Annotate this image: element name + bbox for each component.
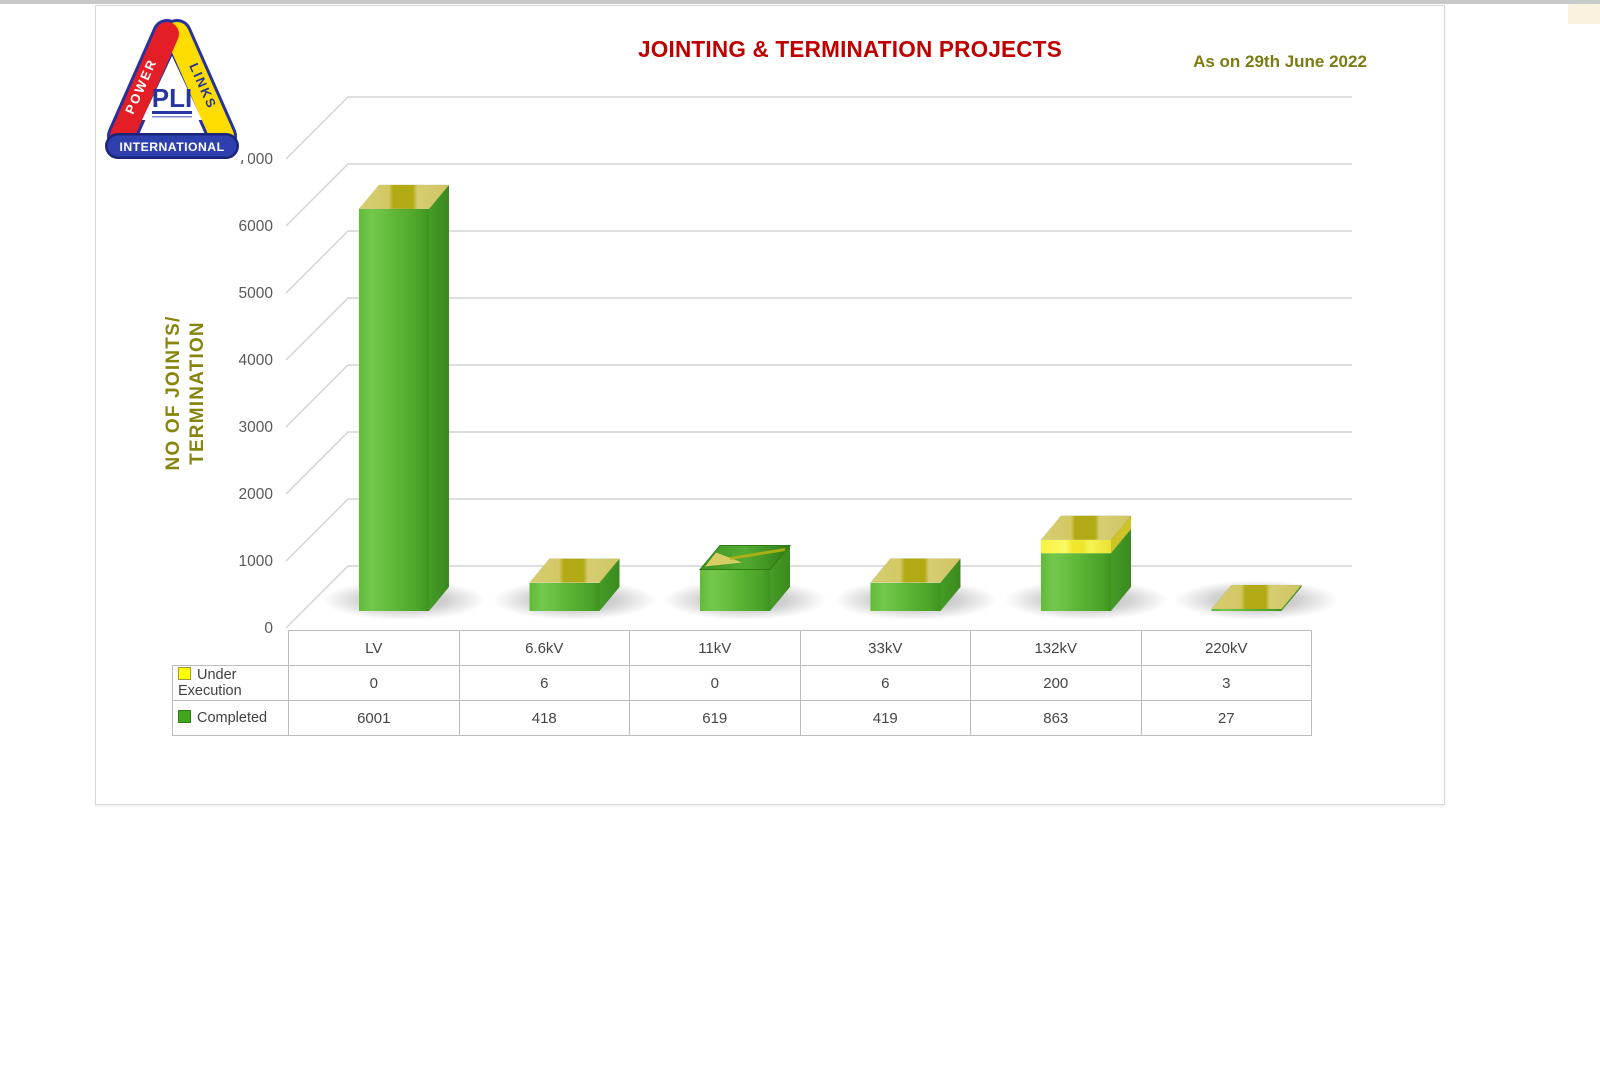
value-cell-220kV-completed: 27 xyxy=(1140,700,1312,736)
logo-abbr-underline-2 xyxy=(152,116,192,118)
category-header-LV: LV xyxy=(288,630,460,666)
legend-key-completed xyxy=(178,710,191,723)
table-corner-cell xyxy=(172,630,289,666)
category-header-132kV: 132kV xyxy=(970,630,1142,666)
chart-title: JOINTING & TERMINATION PROJECTS xyxy=(638,36,1062,62)
value-cell-LV-completed: 6001 xyxy=(288,700,460,736)
value-cell-11kV-under-execution: 0 xyxy=(629,665,801,701)
value-cell-6.6kV-under-execution: 6 xyxy=(458,665,630,701)
logo-abbr-underline xyxy=(152,111,192,114)
chart-data-table: LV 6.6kV 11kV 33kV 132kV 220kV Under Execution… xyxy=(172,630,1312,736)
series-row-header-completed: Completed xyxy=(172,700,289,736)
y-axis-title-line2: TERMINATION xyxy=(187,321,208,465)
value-cell-LV-under-execution: 0 xyxy=(288,665,460,701)
legend-key-under-execution xyxy=(178,667,191,680)
as-on-date-label: As on 29th June 2022 xyxy=(1193,52,1367,71)
logo-banner-text: INTERNATIONAL xyxy=(119,140,224,154)
logo-center xyxy=(142,56,202,120)
category-header-220kV: 220kV xyxy=(1140,630,1312,666)
value-cell-220kV-under-execution: 3 xyxy=(1140,665,1312,701)
pli-logo: POWER LINKS PLI INTERNATIONAL xyxy=(96,6,248,160)
top-gray-strip xyxy=(0,0,1600,4)
value-cell-33kV-under-execution: 6 xyxy=(799,665,971,701)
value-cell-11kV-completed: 619 xyxy=(629,700,801,736)
series-label: Under Execution xyxy=(178,667,242,699)
series-row-header-under-execution: Under Execution xyxy=(172,665,289,701)
y-axis-title-line1: NO OF JOINTS/ xyxy=(163,315,184,471)
category-header-6.6kV: 6.6kV xyxy=(458,630,630,666)
corner-artifact xyxy=(1568,4,1600,24)
y-axis-title: NO OF JOINTS/ TERMINATION xyxy=(162,316,210,471)
logo-yellow-strip xyxy=(165,22,234,148)
category-header-11kV: 11kV xyxy=(629,630,801,666)
logo-abbr: PLI xyxy=(152,83,192,113)
value-cell-6.6kV-completed: 418 xyxy=(458,700,630,736)
series-label: Completed xyxy=(197,710,268,726)
value-cell-132kV-under-execution: 200 xyxy=(970,665,1142,701)
category-header-33kV: 33kV xyxy=(799,630,971,666)
value-cell-33kV-completed: 419 xyxy=(799,700,971,736)
value-cell-132kV-completed: 863 xyxy=(970,700,1142,736)
logo-red-strip xyxy=(110,22,179,148)
